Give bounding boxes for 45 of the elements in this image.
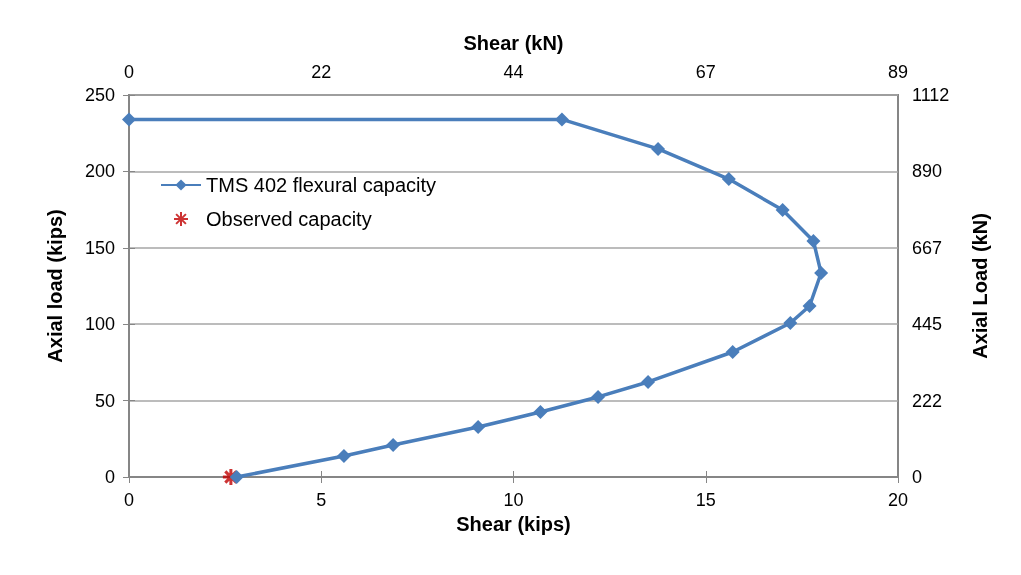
y-axis-title: Axial load (kips) [44, 209, 66, 363]
x-tick-label: 0 [123, 490, 135, 510]
point [533, 405, 548, 420]
x2-tick-label: 0 [123, 62, 135, 82]
x-tick-label: 10 [503, 490, 524, 510]
point [591, 389, 606, 404]
legend-label: Observed capacity [206, 208, 372, 230]
x2-tick-label: 44 [503, 62, 524, 82]
x-tick-label: 20 [887, 490, 909, 510]
point [229, 470, 244, 484]
y2-tick-label: 1112 [912, 85, 950, 105]
y-tick-label: 150 [84, 237, 115, 258]
y2-tick-label: 222 [912, 390, 943, 411]
point [814, 266, 829, 281]
y2-tick-label: 445 [912, 314, 943, 335]
point [122, 112, 136, 127]
y-tick-label: 250 [84, 85, 115, 105]
point [802, 299, 817, 314]
y-tick-label: 100 [84, 314, 115, 335]
point [471, 420, 486, 435]
point [336, 449, 351, 464]
x2-tick-label: 89 [887, 62, 909, 82]
point [725, 345, 740, 360]
point [806, 233, 821, 248]
y2-axis-title: Axial Load (kN) [969, 213, 991, 359]
point [554, 112, 569, 127]
point [386, 438, 401, 453]
point [651, 141, 666, 156]
point [783, 315, 798, 330]
y-tick-label: 50 [94, 390, 115, 411]
x-tick-label: 5 [316, 490, 327, 510]
point [721, 172, 736, 187]
x2-tick-label: 67 [695, 62, 716, 82]
y2-tick-label: 0 [912, 467, 923, 487]
x2-axis-title: Shear (kN) [463, 32, 564, 54]
y2-tick-label: 890 [912, 161, 943, 182]
point [641, 374, 656, 389]
legend-label: TMS 402 flexural capacity [206, 174, 437, 196]
point [775, 203, 790, 218]
x-axis-title: Shear (kips) [456, 512, 571, 535]
y-tick-label: 200 [84, 161, 115, 182]
x-tick-label: 15 [695, 490, 716, 510]
x2-tick-label: 22 [311, 62, 332, 82]
y-tick-label: 0 [104, 467, 115, 487]
y2-tick-label: 667 [912, 237, 943, 258]
